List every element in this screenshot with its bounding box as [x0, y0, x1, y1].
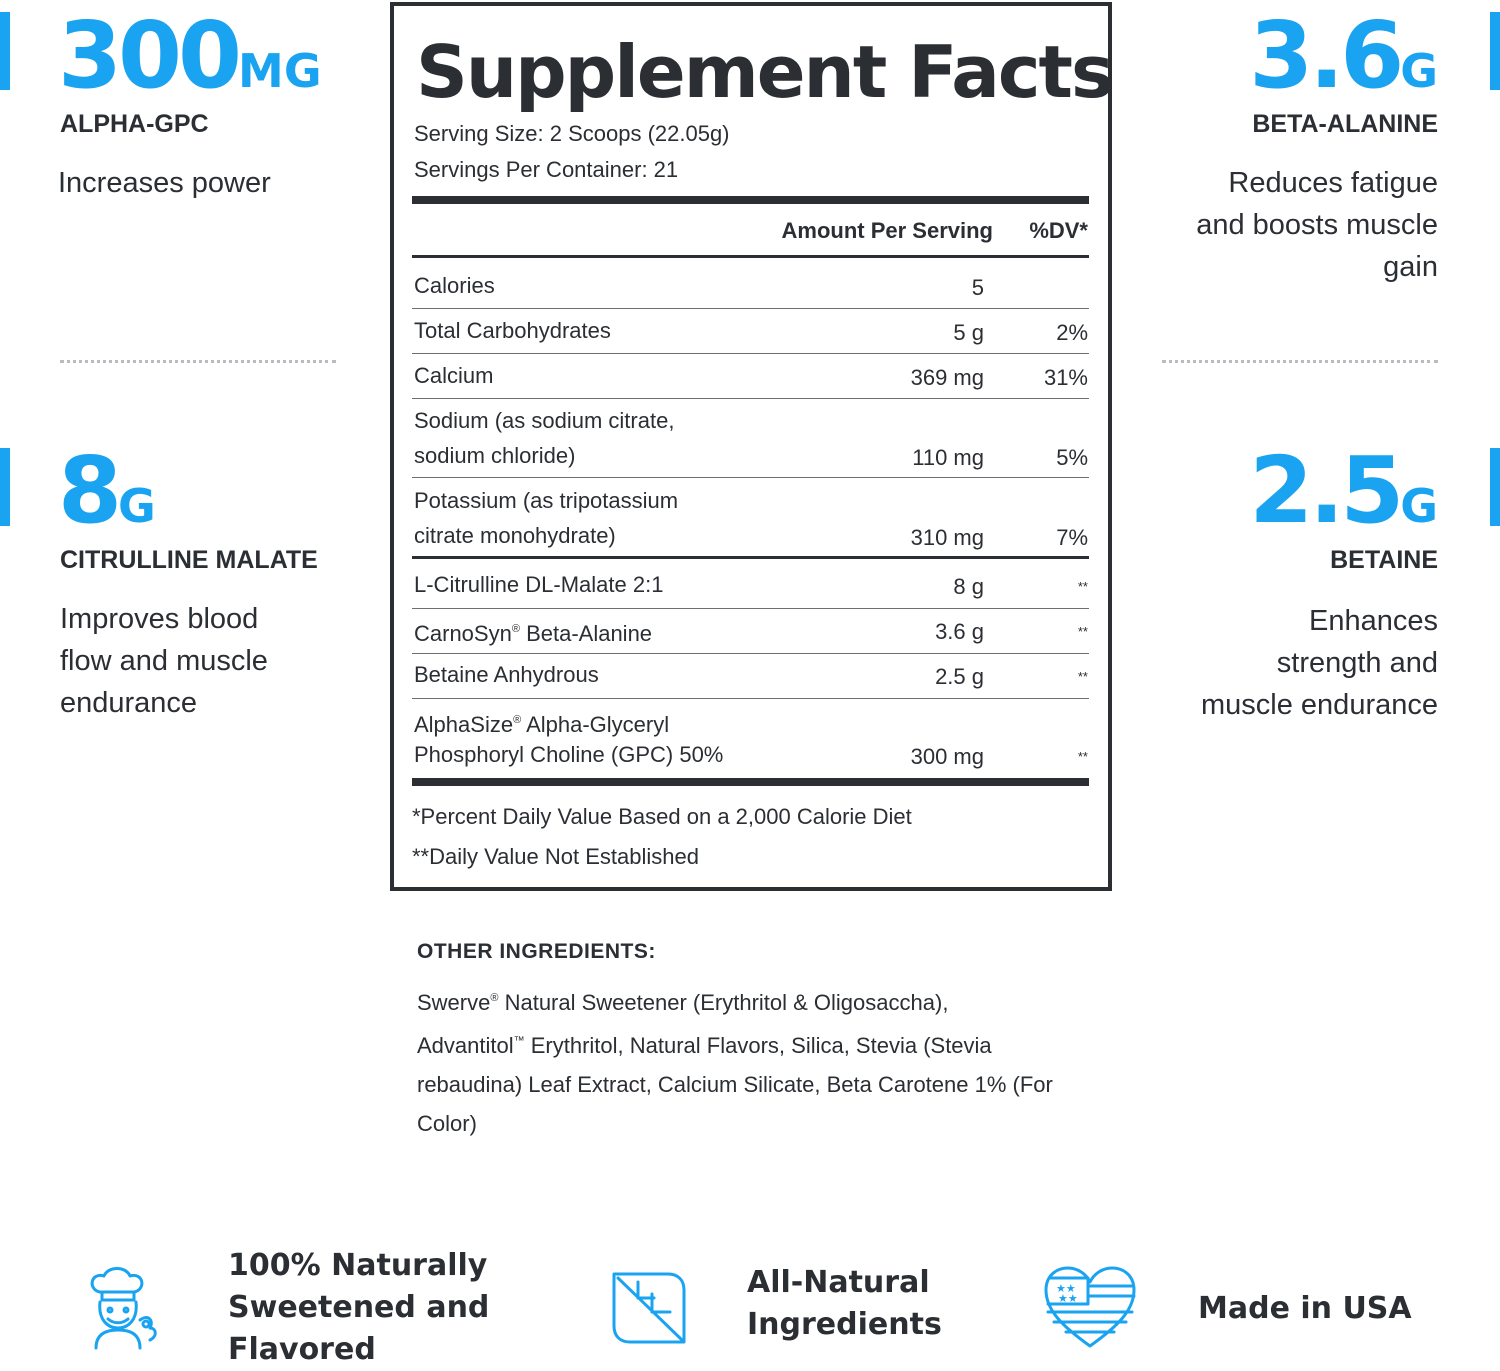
- supplement-facts-panel: Supplement Facts Serving Size: 2 Scoops …: [390, 2, 1114, 891]
- col-header-amount: Amount Per Serving: [781, 218, 993, 243]
- alpha-gpc-amount: 300MG: [58, 2, 322, 109]
- feature-naturally-sweetened: 100% Naturally Sweetened and Flavored: [228, 1248, 490, 1367]
- beta-alanine-name: BETA-ALANINE: [1252, 110, 1438, 138]
- citrulline-amount: 8G: [58, 437, 156, 544]
- serving-size: Serving Size: 2 Scoops (22.05g): [414, 121, 730, 146]
- accent-bar-left-mid: [0, 448, 10, 526]
- citrulline-desc: Improves blood flow and muscle endurance: [60, 603, 268, 719]
- feature-made-in-usa: Made in USA: [1198, 1291, 1412, 1326]
- facts-title: Supplement Facts: [416, 30, 1114, 114]
- row-divider: [412, 698, 1089, 699]
- betaine-desc: Enhances strength and muscle endurance: [1201, 605, 1438, 721]
- other-ingredients-text: Swerve® Natural Sweetener (Erythritol & …: [417, 990, 1053, 1136]
- beta-alanine-amount: 3.6G: [1249, 2, 1438, 109]
- svg-text:★★: ★★: [1056, 1282, 1076, 1295]
- thick-rule-top: [412, 196, 1089, 204]
- row-divider: [412, 608, 1089, 609]
- chef-icon: [78, 1262, 168, 1352]
- alpha-gpc-name: ALPHA-GPC: [60, 110, 209, 138]
- betaine-amount: 2.5G: [1249, 437, 1438, 544]
- row-divider: [412, 308, 1089, 309]
- col-header-dv: %DV*: [1029, 218, 1088, 243]
- thick-rule-bottom: [412, 778, 1089, 786]
- accent-bar-right-top: [1490, 12, 1500, 90]
- beta-alanine-desc: Reduces fatigue and boosts muscle gain: [1196, 167, 1438, 283]
- other-ingredients-heading: OTHER INGREDIENTS:: [417, 940, 656, 963]
- alpha-gpc-desc: Increases power: [58, 167, 271, 199]
- svg-text:★★: ★★: [1058, 1292, 1078, 1305]
- row-divider: [412, 398, 1089, 399]
- accent-bar-left-top: [0, 12, 10, 90]
- footnote-not-established: **Daily Value Not Established: [412, 844, 699, 869]
- leaf-icon: [608, 1266, 690, 1348]
- row-divider: [412, 653, 1089, 654]
- divider-right: [1162, 360, 1438, 363]
- rule-header: [412, 255, 1089, 258]
- citrulline-name: CITRULLINE MALATE: [60, 546, 318, 574]
- servings-per-container: Servings Per Container: 21: [414, 157, 679, 182]
- row-divider: [412, 477, 1089, 478]
- rule-mid: [412, 556, 1089, 559]
- feature-all-natural: All-Natural Ingredients: [747, 1265, 942, 1342]
- usa-heart-icon: ★★ ★★: [1042, 1264, 1138, 1350]
- row-divider: [412, 353, 1089, 354]
- divider-left: [60, 360, 336, 363]
- accent-bar-right-mid: [1490, 448, 1500, 526]
- betaine-name: BETAINE: [1330, 546, 1438, 574]
- footnote-dv: *Percent Daily Value Based on a 2,000 Ca…: [412, 804, 912, 829]
